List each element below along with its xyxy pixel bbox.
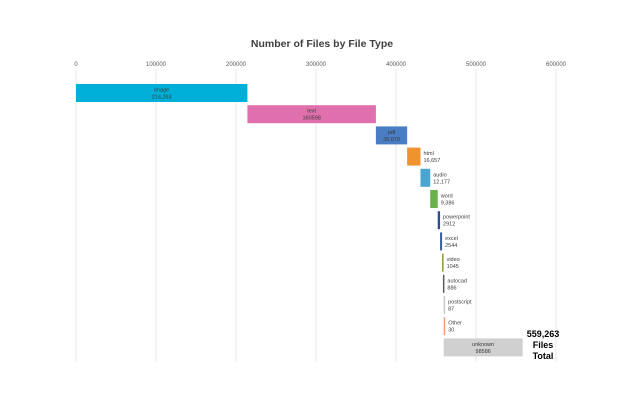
bar-value-label: 12,177 — [433, 179, 450, 185]
bar-category-label: unknown — [472, 342, 494, 348]
x-tick-label: 200000 — [226, 62, 247, 68]
bar-category-label: postscript — [448, 300, 472, 306]
bar-audio — [420, 168, 431, 187]
bar-category-label: word — [440, 194, 453, 200]
bar-powerpoint — [437, 211, 441, 230]
x-tick-label: 400000 — [386, 62, 407, 68]
bar-html — [407, 147, 421, 166]
bar-value-label: 16,657 — [423, 158, 440, 164]
bar-category-label: Other — [448, 321, 462, 327]
bar-value-label: 98586 — [476, 349, 491, 355]
bar-value-label: 2544 — [445, 243, 457, 249]
bar-value-label: 9,386 — [441, 201, 455, 207]
bar-postscript — [443, 296, 446, 314]
bar-category-label: image — [154, 88, 169, 94]
bar-word — [430, 190, 438, 208]
bar-excel — [440, 232, 443, 251]
x-tick-label: 0 — [74, 62, 78, 68]
bar-value-label: 1045 — [447, 264, 459, 270]
bar-value-label: 30 — [448, 328, 454, 334]
bar-value-label: 214,263 — [152, 95, 172, 101]
total-line-2: Total — [533, 351, 554, 361]
x-axis-ticks: 0 100000 200000 300000 400000 500000 600000 — [74, 62, 566, 68]
total-value: 559,263 — [527, 329, 560, 339]
bar-category-label: autocad — [447, 278, 467, 284]
bar-category-label: audio — [433, 172, 446, 178]
bar-pdf — [375, 126, 408, 145]
bar-other — [443, 317, 446, 336]
bar-unknown — [443, 338, 523, 357]
bar-category-label: text — [307, 109, 316, 115]
bar-value-label: 2912 — [443, 222, 455, 228]
bar-video — [442, 253, 444, 272]
bar-image — [76, 84, 248, 102]
x-tick-label: 600000 — [546, 62, 567, 68]
bar-value-label: 87 — [448, 307, 454, 313]
bar-category-label: excel — [445, 236, 458, 242]
x-tick-label: 500000 — [466, 62, 487, 68]
bar-category-label: html — [423, 151, 433, 157]
total-line-1: Files — [533, 340, 554, 350]
chart-title: Number of Files by File Type — [251, 38, 393, 50]
bar-autocad — [442, 274, 445, 293]
bar-value-label: 39,079 — [383, 137, 400, 143]
bar-category-label: powerpoint — [443, 215, 470, 221]
bar-text — [247, 105, 376, 124]
bar-value-label: 160598 — [302, 116, 320, 122]
total-annotation: 559,263 Files Total — [527, 329, 560, 361]
bar-value-label: 886 — [447, 285, 456, 291]
x-tick-label: 300000 — [306, 62, 327, 68]
bar-category-label: video — [447, 257, 460, 263]
x-tick-label: 100000 — [146, 62, 167, 68]
bar-category-label: pdf — [388, 130, 396, 136]
